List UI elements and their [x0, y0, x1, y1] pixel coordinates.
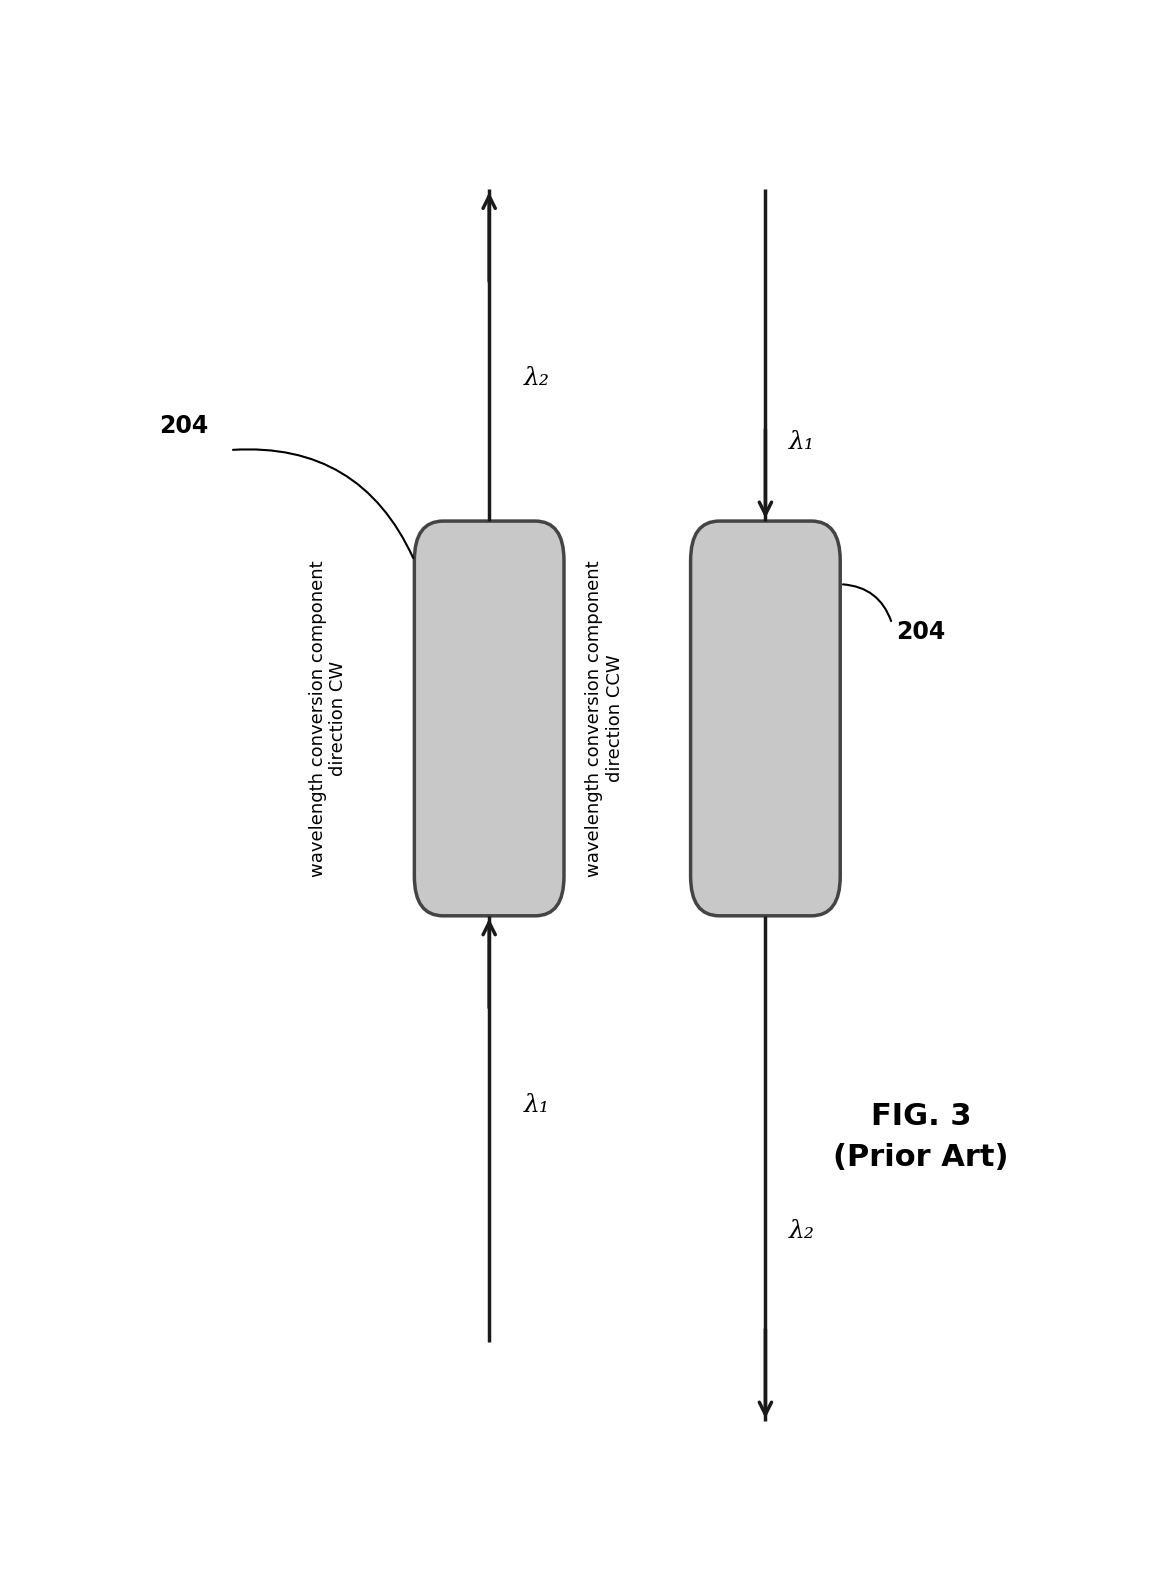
- Text: λ₁: λ₁: [524, 1094, 549, 1116]
- FancyBboxPatch shape: [414, 521, 564, 916]
- Text: 204: 204: [160, 414, 208, 439]
- Text: λ₂: λ₂: [524, 368, 549, 390]
- Text: wavelength conversion component
direction CCW: wavelength conversion component directio…: [585, 561, 624, 876]
- FancyBboxPatch shape: [691, 521, 840, 916]
- Text: λ₂: λ₂: [788, 1221, 814, 1243]
- Text: FIG. 3
(Prior Art): FIG. 3 (Prior Art): [833, 1102, 1008, 1172]
- FancyArrowPatch shape: [233, 450, 413, 557]
- FancyArrowPatch shape: [843, 584, 891, 621]
- Text: λ₁: λ₁: [788, 431, 814, 453]
- Text: 204: 204: [897, 619, 945, 644]
- Text: wavelength conversion component
direction CW: wavelength conversion component directio…: [308, 561, 348, 876]
